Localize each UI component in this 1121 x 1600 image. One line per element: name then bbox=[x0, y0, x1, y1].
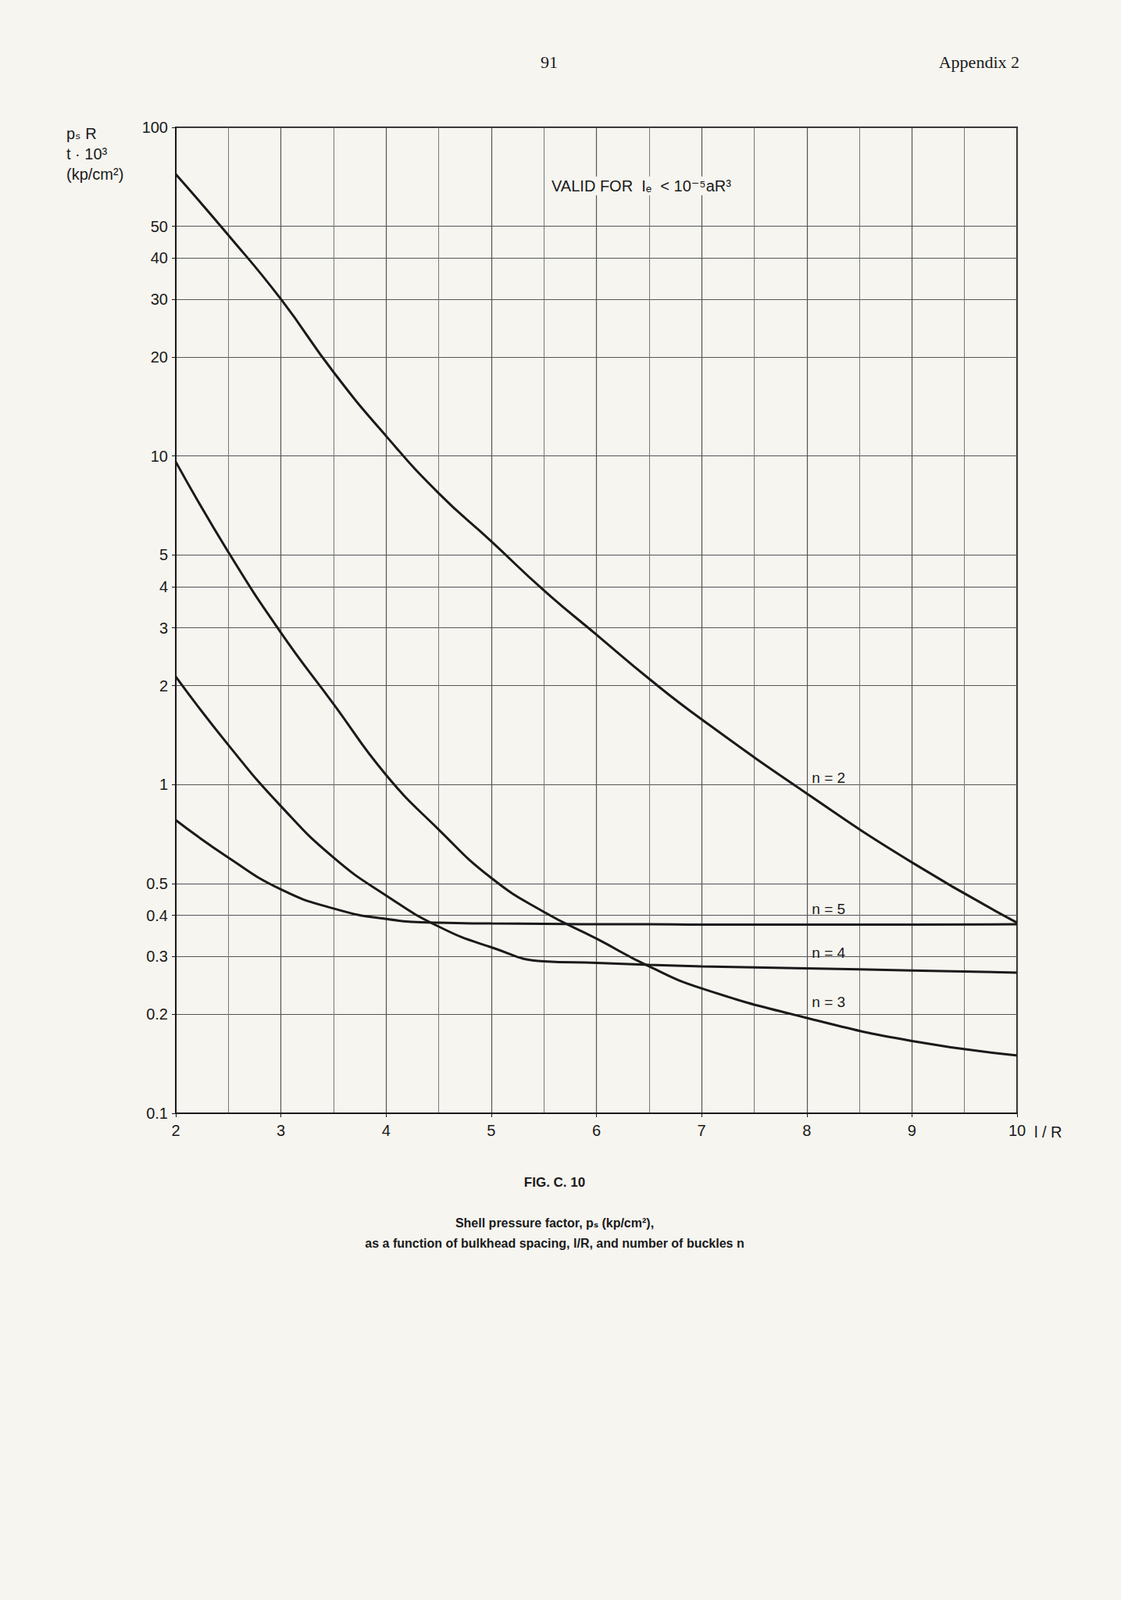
svg-text:50: 50 bbox=[150, 217, 168, 236]
svg-text:10: 10 bbox=[1008, 1121, 1026, 1139]
svg-text:6: 6 bbox=[592, 1121, 601, 1139]
svg-text:4: 4 bbox=[381, 1121, 391, 1139]
svg-text:5: 5 bbox=[486, 1121, 496, 1139]
svg-text:n = 5: n = 5 bbox=[811, 900, 846, 918]
svg-text:n = 2: n = 2 bbox=[811, 769, 846, 786]
svg-text:5: 5 bbox=[159, 546, 168, 564]
svg-text:pₛ R: pₛ R bbox=[66, 124, 97, 143]
svg-text:7: 7 bbox=[697, 1121, 707, 1139]
svg-text:Appendix 2: Appendix 2 bbox=[938, 52, 1020, 72]
svg-text:30: 30 bbox=[150, 290, 168, 308]
svg-text:91: 91 bbox=[540, 52, 558, 72]
svg-text:0.3: 0.3 bbox=[146, 947, 168, 965]
svg-text:4: 4 bbox=[159, 578, 168, 596]
svg-text:40: 40 bbox=[150, 249, 168, 267]
svg-text:3: 3 bbox=[276, 1121, 286, 1139]
svg-text:n = 3: n = 3 bbox=[811, 993, 846, 1011]
svg-text:0.4: 0.4 bbox=[146, 906, 168, 925]
svg-text:l / R: l / R bbox=[1034, 1123, 1063, 1141]
svg-text:Shell pressure factor, pₛ (kp/: Shell pressure factor, pₛ (kp/cm²), bbox=[455, 1216, 654, 1230]
svg-text:0.2: 0.2 bbox=[146, 1005, 168, 1023]
svg-text:0.1: 0.1 bbox=[146, 1104, 168, 1122]
svg-text:8: 8 bbox=[802, 1121, 811, 1139]
svg-text:9: 9 bbox=[907, 1121, 917, 1139]
svg-text:t · 10³: t · 10³ bbox=[66, 145, 108, 163]
svg-text:VALID FOR Iₑ < 10⁻⁵aR³: VALID FOR Iₑ < 10⁻⁵aR³ bbox=[551, 177, 732, 195]
svg-text:FIG. C. 10: FIG. C. 10 bbox=[524, 1174, 586, 1190]
svg-text:100: 100 bbox=[142, 118, 168, 136]
svg-text:10: 10 bbox=[150, 447, 168, 465]
svg-text:2: 2 bbox=[171, 1121, 180, 1139]
svg-text:n = 4: n = 4 bbox=[811, 944, 846, 961]
svg-text:2: 2 bbox=[159, 677, 168, 695]
svg-text:20: 20 bbox=[150, 348, 168, 366]
svg-text:3: 3 bbox=[159, 619, 168, 637]
svg-text:(kp/cm²): (kp/cm²) bbox=[66, 165, 124, 183]
svg-text:as a function of bulkhead spac: as a function of bulkhead spacing, l/R, … bbox=[364, 1236, 744, 1250]
svg-text:0.5: 0.5 bbox=[146, 874, 168, 893]
svg-text:1: 1 bbox=[159, 775, 168, 793]
